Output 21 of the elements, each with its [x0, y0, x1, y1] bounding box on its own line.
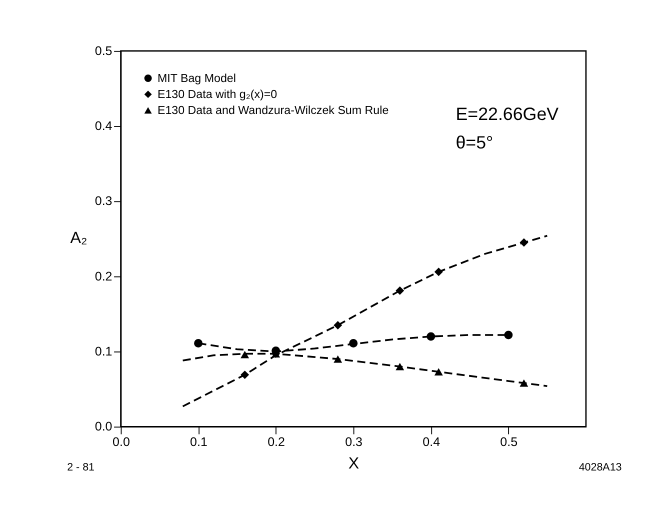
y-tick-label: 0.0 — [94, 420, 112, 434]
annotation: E=22.66GeV — [456, 104, 559, 124]
text: 2 - 81 — [67, 461, 95, 474]
y-tick-label: 0.2 — [94, 269, 112, 284]
x-tick-label: 0.3 — [345, 434, 363, 449]
x-tick-label: 0.2 — [268, 434, 286, 449]
x-tick-label: 0.1 — [190, 434, 208, 449]
legend-label: MIT Bag Model — [157, 72, 236, 85]
y-tick-label: 0.4 — [94, 119, 112, 134]
x-tick-label: 0.4 — [422, 434, 440, 449]
legend-label: E130 Data and Wandzura-Wilczek Sum Rule — [157, 104, 389, 117]
y-tick-label: 0.3 — [94, 194, 112, 208]
y-tick-label: 0.5 — [94, 44, 112, 58]
y-tick-label: 0.1 — [94, 344, 112, 359]
x-tick-label: 0.0 — [112, 434, 130, 449]
annotation: θ=5° — [456, 132, 494, 152]
x-tick-label: 0.5 — [500, 434, 518, 449]
y-axis-title: A₂ — [70, 229, 88, 248]
text: 4028A13 — [578, 461, 622, 474]
x-axis-title: X — [348, 454, 360, 472]
legend-label: E130 Data with g₂(x)=0 — [157, 88, 278, 101]
